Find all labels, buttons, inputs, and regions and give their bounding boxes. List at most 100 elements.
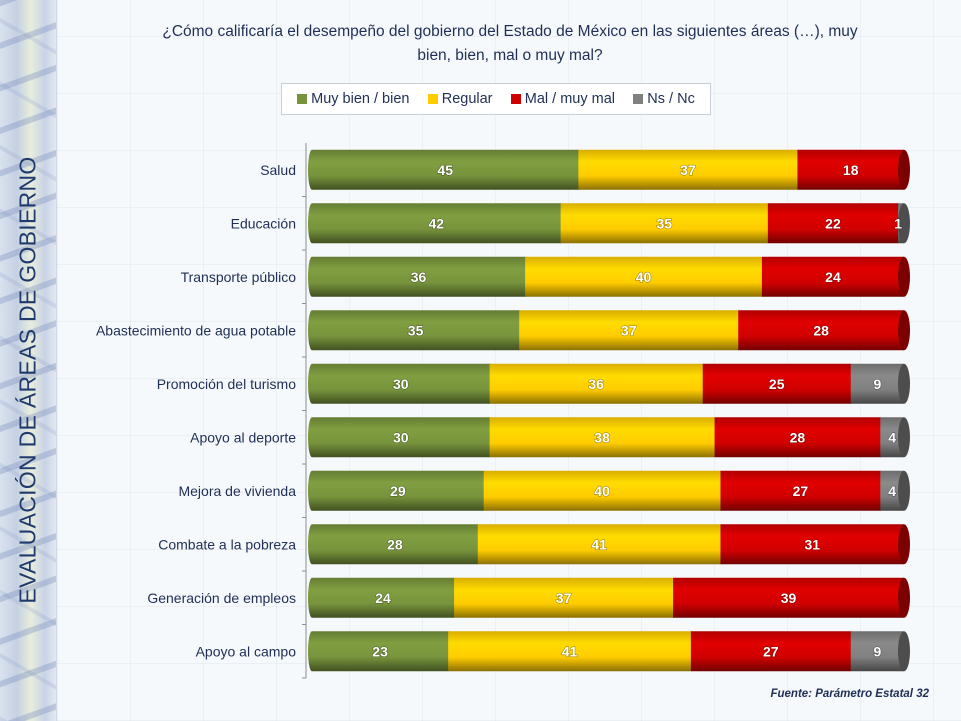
data-label: 36 — [411, 269, 427, 285]
data-label: 23 — [372, 643, 388, 659]
chart-title: ¿Cómo calificaría el desempeño del gobie… — [162, 23, 858, 64]
bar-end-cap — [898, 631, 910, 672]
source-note: Fuente: Parámetro Estatal 32 — [770, 688, 929, 700]
data-label: 41 — [591, 536, 607, 552]
category-label: Transporte público — [181, 269, 297, 285]
bar-end-cap — [898, 256, 910, 297]
bar-segment — [738, 310, 904, 351]
data-label: 42 — [429, 215, 445, 231]
legend-item: Regular — [427, 91, 493, 107]
bar-end-cap — [898, 363, 910, 404]
bar-segment — [448, 631, 692, 672]
data-label: 31 — [804, 536, 820, 552]
bar-segment — [477, 524, 721, 565]
bar-segment — [702, 363, 852, 404]
data-label: 37 — [621, 322, 637, 338]
legend-label: Muy bien / bien — [311, 91, 410, 107]
data-label: 40 — [594, 483, 610, 499]
bar-left-cap — [308, 363, 316, 404]
legend-item: Muy bien / bien — [297, 91, 409, 107]
bar-segment — [489, 363, 704, 404]
bar-segment — [312, 203, 562, 244]
data-label: 29 — [390, 483, 406, 499]
data-label: 22 — [825, 215, 841, 231]
data-label: 9 — [873, 643, 881, 659]
bar-segment — [312, 417, 491, 458]
bar-left-cap — [308, 256, 316, 297]
legend-label: Regular — [441, 91, 493, 107]
bar-segment — [312, 149, 579, 190]
bar-left-cap — [308, 417, 316, 458]
category-label: Generación de empleos — [147, 590, 296, 606]
bar-segment — [312, 470, 485, 511]
legend-swatch — [633, 94, 644, 104]
bar-left-cap — [308, 203, 316, 244]
bar-segment — [690, 631, 852, 672]
data-label: 9 — [873, 376, 881, 392]
category-label: Combate a la pobreza — [158, 536, 296, 552]
category-label: Educación — [231, 215, 296, 231]
bar-segment — [720, 524, 904, 565]
data-label: 36 — [588, 376, 604, 392]
bar-segment — [720, 470, 881, 511]
data-label: 28 — [387, 536, 403, 552]
bar-end-cap — [898, 149, 910, 190]
bar-segment — [312, 524, 479, 565]
legend-label: Ns / Nc — [647, 91, 695, 107]
data-label: 30 — [393, 376, 409, 392]
bar-end-cap — [898, 417, 910, 458]
bar-end-cap — [898, 203, 910, 244]
data-label: 28 — [790, 429, 806, 445]
data-label: 4 — [888, 483, 896, 499]
bar-end-cap — [898, 470, 910, 511]
data-label: 24 — [825, 269, 841, 285]
bar-left-cap — [308, 310, 316, 351]
bar-segment — [880, 417, 904, 458]
data-label: 35 — [656, 215, 672, 231]
bar-segment — [312, 363, 491, 404]
data-label: 41 — [562, 643, 578, 659]
legend: Muy bien / bien Regular Mal / muy mal Ns / … — [281, 83, 711, 115]
data-label: 1 — [894, 215, 902, 231]
legend-swatch — [297, 94, 308, 104]
legend-swatch — [427, 94, 438, 104]
bar-segment — [880, 470, 904, 511]
data-label: 40 — [636, 269, 652, 285]
data-label: 37 — [556, 590, 572, 606]
bar-segment — [312, 256, 526, 297]
data-label: 39 — [781, 590, 797, 606]
data-label: 27 — [793, 483, 809, 499]
bar-segment — [489, 417, 716, 458]
legend-item: Ns / Nc — [633, 91, 695, 107]
side-decorative-band: EVALUACIÓN DE ÁREAS DE GOBIERNO — [0, 0, 57, 721]
bar-segment — [560, 203, 769, 244]
bar-segment — [483, 470, 721, 511]
bar-left-cap — [308, 577, 316, 618]
category-label: Apoyo al campo — [196, 643, 297, 659]
bar-segment — [797, 149, 904, 190]
bar-segment — [714, 417, 881, 458]
bar-segment — [578, 149, 798, 190]
data-label: 4 — [888, 429, 896, 445]
bar-segment — [519, 310, 739, 351]
legend-item: Mal / muy mal — [510, 91, 615, 107]
bar-segment — [761, 256, 904, 297]
category-label: Salud — [260, 162, 296, 178]
bar-segment — [312, 631, 449, 672]
bar-left-cap — [308, 149, 316, 190]
bar-end-cap — [898, 577, 910, 618]
bar-segment — [767, 203, 899, 244]
data-label: 28 — [813, 322, 829, 338]
bar-segment — [312, 577, 455, 618]
bar-segment — [673, 577, 904, 618]
category-label: Mejora de vivienda — [178, 483, 296, 499]
legend-swatch — [510, 94, 521, 104]
bar-left-cap — [308, 631, 316, 672]
data-label: 27 — [763, 643, 779, 659]
bar-left-cap — [308, 524, 316, 565]
data-label: 24 — [375, 590, 391, 606]
bar-end-cap — [898, 524, 910, 565]
bar-left-cap — [308, 470, 316, 511]
bar-segment — [312, 310, 520, 351]
